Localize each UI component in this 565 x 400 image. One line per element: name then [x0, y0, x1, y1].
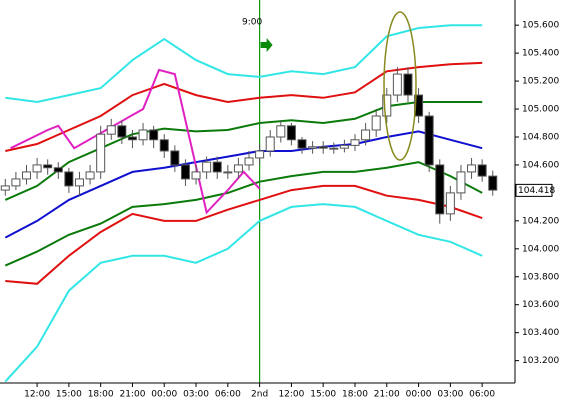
candle-body — [255, 150, 265, 159]
x-tick-label: 21:00 — [374, 390, 400, 400]
candle-body — [0, 185, 10, 191]
marker-arrow — [260, 38, 273, 52]
candle-body — [414, 94, 424, 117]
x-tick-label: 12:00 — [278, 390, 304, 400]
y-tick-label: 105.400 — [522, 49, 559, 59]
x-tick-label: 15:00 — [56, 390, 82, 400]
candle-body — [223, 171, 233, 174]
candle-body — [329, 147, 339, 150]
candle-body — [361, 129, 371, 141]
candle-body — [286, 125, 296, 141]
candle-body — [445, 192, 455, 215]
y-tick-label: 104.000 — [522, 244, 559, 254]
candle-body — [53, 167, 63, 173]
candle-body — [265, 136, 275, 152]
candle-body — [477, 164, 487, 177]
x-tick-label: 2nd — [251, 390, 268, 400]
candle-body — [117, 125, 127, 138]
candle-body — [149, 129, 159, 141]
highlight-ellipse — [383, 11, 417, 161]
band-line — [4, 203, 483, 383]
y-tick-label: 105.600 — [522, 21, 559, 31]
candle-body — [403, 73, 413, 96]
candle-body — [244, 157, 254, 166]
candle-body — [392, 73, 402, 96]
x-tick-label: 06:00 — [215, 390, 241, 400]
candle-body — [85, 171, 95, 180]
candle-body — [233, 164, 243, 173]
candle-body — [212, 161, 222, 173]
candle-body — [106, 125, 116, 135]
annotation: 9:00 — [242, 18, 262, 28]
band-line — [4, 161, 483, 267]
candle-body — [318, 146, 328, 149]
y-tick-label: 105.200 — [522, 77, 559, 87]
x-tick-label: 03:00 — [437, 390, 463, 400]
candle-body — [424, 115, 434, 166]
candle-body — [382, 94, 392, 117]
candles — [0, 67, 498, 224]
bands — [4, 0, 483, 383]
candle-body — [11, 178, 21, 187]
band-line — [5, 184, 483, 285]
candle-body — [96, 133, 106, 173]
candle-body — [339, 144, 349, 149]
candle-body — [297, 139, 307, 149]
candle-body — [467, 164, 477, 173]
candle-body — [276, 125, 286, 138]
x-tick-label: 00:00 — [151, 390, 177, 400]
y-tick-label: 103.200 — [522, 356, 559, 366]
y-tick-label: 104.600 — [522, 160, 559, 170]
candle-body — [435, 164, 445, 215]
candle-body — [202, 161, 212, 173]
candle-body — [180, 164, 190, 180]
candle-body — [138, 129, 148, 141]
candle-body — [456, 171, 466, 194]
candle-body — [170, 150, 180, 166]
band-line — [5, 61, 483, 152]
candle-body — [21, 171, 31, 180]
candle-body — [159, 139, 169, 152]
y-tick-label: 104.200 — [522, 216, 559, 226]
band-line — [5, 24, 483, 104]
x-tick-label: 06:00 — [469, 390, 495, 400]
candle-body — [32, 164, 42, 173]
candle-body — [371, 115, 381, 131]
candle-body — [64, 171, 74, 187]
y-tick-label: 104.800 — [522, 132, 559, 142]
x-tick-label: 12:00 — [24, 390, 50, 400]
x-tick-label: 18:00 — [88, 390, 114, 400]
x-tick-label: 21:00 — [119, 390, 145, 400]
band-line — [10, 68, 261, 215]
candle-body — [488, 175, 498, 191]
band-line — [4, 130, 483, 239]
candle-body — [74, 178, 84, 187]
candle-body — [191, 171, 201, 180]
y-tick-label: 103.600 — [522, 300, 559, 310]
x-tick-label: 03:00 — [183, 390, 209, 400]
x-tick-label: 15:00 — [310, 390, 336, 400]
y-tick-label: 103.400 — [522, 328, 559, 338]
x-tick-label: 18:00 — [342, 390, 368, 400]
axes: 105.600 105.400 105.200 105.000 104.800 104.6… — [24, 21, 559, 400]
last-price-label: 104.418 — [518, 186, 555, 196]
y-tick-label: 103.800 — [522, 272, 559, 282]
x-tick-label: 00:00 — [406, 390, 432, 400]
candle-body — [308, 146, 318, 149]
y-tick-label: 105.000 — [522, 105, 559, 115]
band-line — [4, 101, 483, 201]
last-price-box — [515, 183, 553, 197]
candle-body — [43, 164, 53, 169]
candle-body — [350, 139, 360, 146]
candle-body — [127, 136, 137, 141]
